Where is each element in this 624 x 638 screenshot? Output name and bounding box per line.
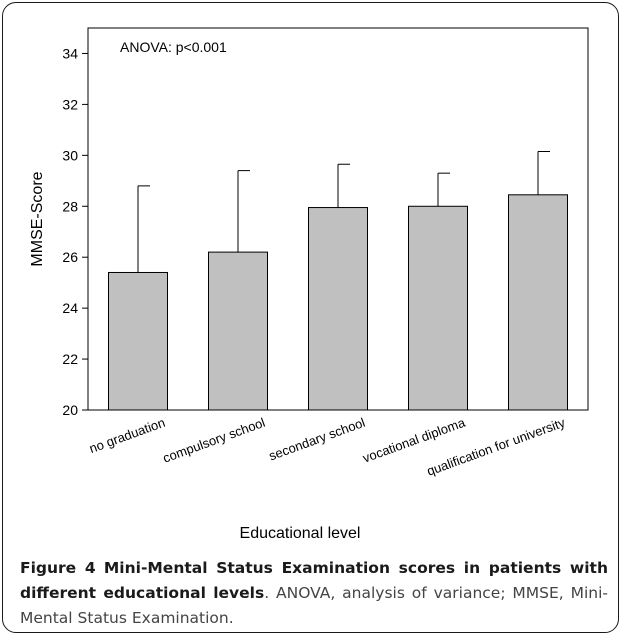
y-axis-label: MMSE-Score xyxy=(29,171,46,266)
bar xyxy=(508,194,568,411)
bar xyxy=(408,205,468,411)
caption-label: Figure 4 xyxy=(20,559,96,577)
bar xyxy=(108,271,168,411)
bar xyxy=(208,251,268,411)
x-tick-label: compulsory school xyxy=(161,415,267,466)
y-tick-label: 20 xyxy=(62,402,78,418)
y-tick-label: 32 xyxy=(62,96,78,112)
x-tick-label: no graduation xyxy=(87,415,167,456)
y-tick-label: 24 xyxy=(62,300,78,316)
caption-title: Mini-Mental Status Examination scores in… xyxy=(20,559,608,602)
y-tick-label: 26 xyxy=(62,249,78,265)
bar-chart: 20 22 24 26 28 30 32 34 no graduationcompulsory … xyxy=(29,27,589,542)
y-tick-label: 30 xyxy=(62,147,78,163)
x-axis-label: Educational level xyxy=(240,525,361,542)
y-tick-label: 22 xyxy=(62,351,78,367)
bar xyxy=(308,207,368,411)
y-tick-label: 34 xyxy=(62,45,78,61)
caption-body: . ANOVA, analysis of variance; MMSE, Min… xyxy=(20,584,608,627)
x-tick-label: secondary school xyxy=(267,415,367,464)
chart-annotation: ANOVA: p<0.001 xyxy=(120,39,227,55)
figure-caption: Figure 4 Mini-Mental Status Examination … xyxy=(20,556,608,631)
y-tick-label: 28 xyxy=(62,198,78,214)
